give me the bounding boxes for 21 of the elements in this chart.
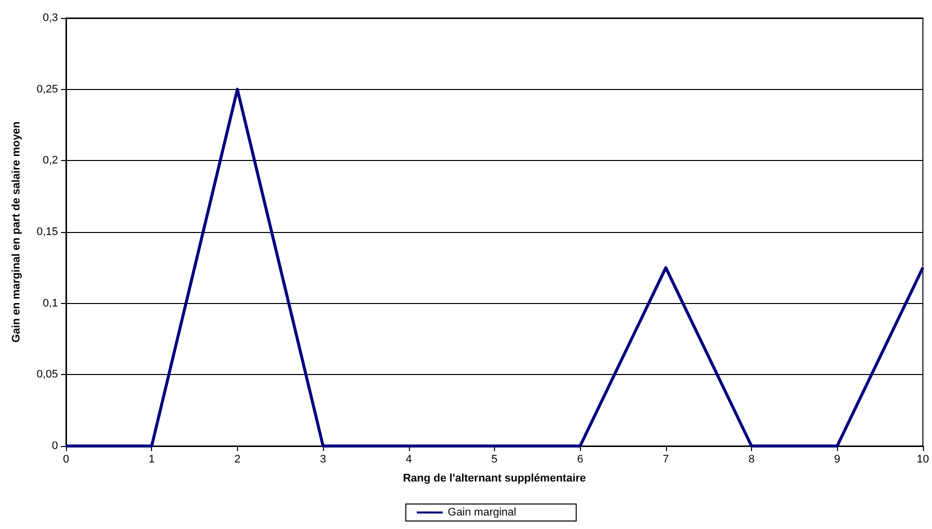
y-tick-label: 0,05 [36, 368, 58, 381]
x-tick-label: 2 [234, 454, 240, 466]
x-axis-title: Rang de l'alternant supplémentaire [402, 472, 586, 484]
y-tick-label: 0,3 [42, 12, 58, 24]
y-tick-label: 0,15 [36, 226, 58, 238]
x-tick-label: 5 [491, 454, 498, 466]
y-axis-title: Gain en marginal en part de salaire moyen [10, 121, 22, 343]
x-tick-label: 9 [834, 454, 840, 466]
y-tick-label: 0 [52, 440, 58, 452]
y-tick-label: 0,25 [36, 83, 58, 96]
x-tick-label: 10 [916, 454, 930, 466]
x-tick-label: 8 [748, 454, 755, 466]
x-tick-label: 4 [406, 454, 412, 466]
x-tick-label: 7 [662, 454, 669, 466]
x-tick-label: 0 [62, 454, 70, 466]
y-tick-label: 0,1 [42, 297, 58, 310]
x-tick-label: 3 [320, 454, 326, 466]
x-tick-label: 1 [148, 454, 155, 466]
x-tick-label: 6 [577, 454, 584, 466]
legend-label: Gain marginal [448, 506, 516, 518]
y-tick-label: 0,2 [42, 154, 58, 167]
